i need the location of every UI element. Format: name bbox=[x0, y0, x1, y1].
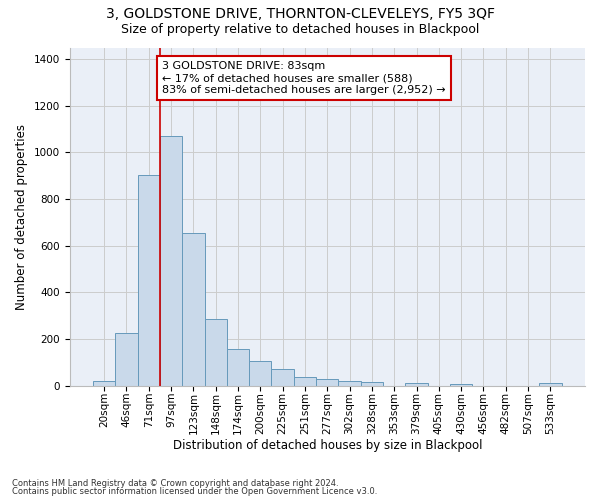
Bar bbox=[137, 174, 160, 386]
X-axis label: Distribution of detached houses by size in Blackpool: Distribution of detached houses by size … bbox=[173, 440, 482, 452]
Bar bbox=[294, 376, 316, 386]
Bar bbox=[361, 382, 383, 386]
Bar bbox=[338, 381, 361, 386]
Text: Contains public sector information licensed under the Open Government Licence v3: Contains public sector information licen… bbox=[12, 487, 377, 496]
Bar bbox=[160, 136, 182, 386]
Bar bbox=[182, 233, 205, 386]
Text: Contains HM Land Registry data © Crown copyright and database right 2024.: Contains HM Land Registry data © Crown c… bbox=[12, 478, 338, 488]
Bar bbox=[271, 369, 294, 386]
Text: 3, GOLDSTONE DRIVE, THORNTON-CLEVELEYS, FY5 3QF: 3, GOLDSTONE DRIVE, THORNTON-CLEVELEYS, … bbox=[106, 8, 494, 22]
Y-axis label: Number of detached properties: Number of detached properties bbox=[15, 124, 28, 310]
Bar bbox=[205, 319, 227, 386]
Bar bbox=[406, 383, 428, 386]
Bar bbox=[115, 333, 137, 386]
Text: Size of property relative to detached houses in Blackpool: Size of property relative to detached ho… bbox=[121, 22, 479, 36]
Bar bbox=[93, 382, 115, 386]
Text: 3 GOLDSTONE DRIVE: 83sqm
← 17% of detached houses are smaller (588)
83% of semi-: 3 GOLDSTONE DRIVE: 83sqm ← 17% of detach… bbox=[162, 62, 446, 94]
Bar bbox=[450, 384, 472, 386]
Bar bbox=[227, 348, 249, 386]
Bar bbox=[249, 360, 271, 386]
Bar bbox=[539, 383, 562, 386]
Bar bbox=[316, 380, 338, 386]
